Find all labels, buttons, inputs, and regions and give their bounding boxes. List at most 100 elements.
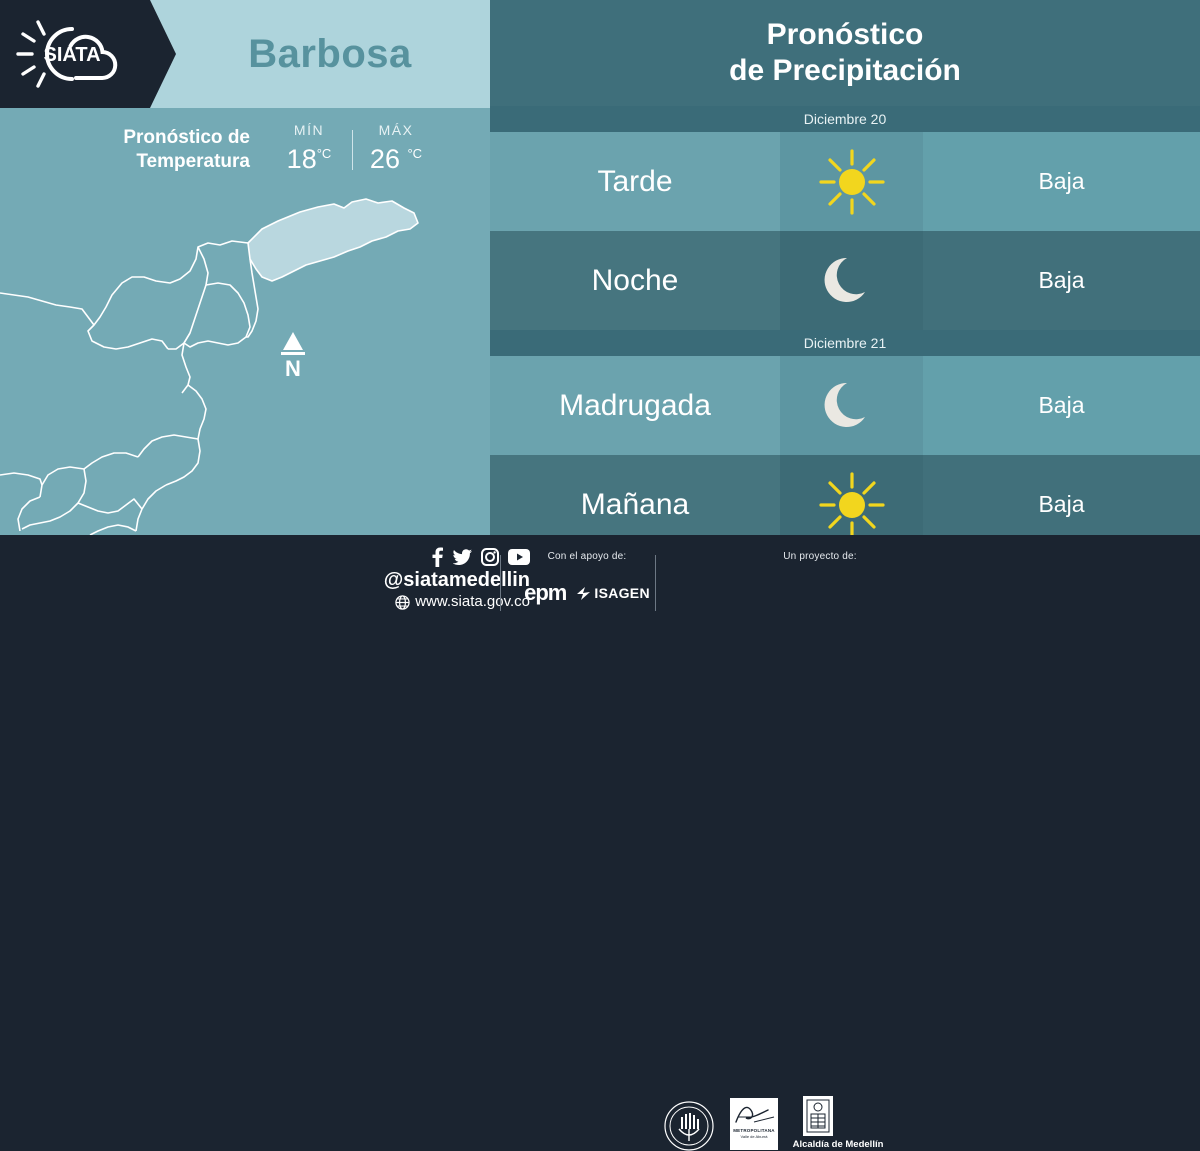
period-label: Mañana — [580, 487, 690, 521]
period-label: Tarde — [597, 164, 673, 198]
aburra-valley-map — [0, 185, 490, 536]
weather-icon-cell — [780, 231, 923, 330]
precipitation-level-cell: Baja — [923, 231, 1200, 330]
map-region-6 — [187, 384, 207, 440]
period-cell: Noche — [490, 231, 780, 330]
instagram-icon[interactable] — [481, 548, 499, 566]
precipitation-title: Pronóstico de Precipitación — [490, 0, 1200, 106]
support-caption: Con el apoyo de: — [547, 551, 627, 562]
min-value-group: 18°C — [287, 139, 332, 174]
social-handle[interactable]: @siatamedellin — [383, 569, 530, 591]
map-region-5 — [181, 332, 191, 394]
period-label: Madrugada — [559, 388, 711, 422]
temperature-summary: Pronóstico de Temperatura MÍN 18°C MÁX 2… — [60, 122, 480, 184]
map-region-12 — [21, 468, 87, 530]
map-region-15 — [0, 292, 95, 326]
compass-north-icon: N — [281, 332, 305, 380]
weather-icon-cell — [780, 356, 923, 455]
logo-arrow-shape — [150, 0, 176, 108]
precipitation-panel: Pronóstico de Precipitación Diciembre 20… — [490, 0, 1200, 554]
temperature-title-line1: Pronóstico de — [123, 127, 250, 148]
period-label: Noche — [591, 263, 679, 297]
precipitation-level: Baja — [1038, 168, 1085, 194]
map-region-7 — [137, 434, 199, 458]
project-caption: Un proyecto de: — [783, 551, 857, 562]
temperature-title-line2: Temperatura — [136, 151, 250, 172]
map-region-10 — [39, 466, 85, 498]
map-region-14 — [77, 498, 143, 514]
temperature-title: Pronóstico de Temperatura — [60, 122, 250, 174]
footer-divider-2 — [655, 555, 656, 611]
precipitation-title-line1: Pronóstico — [766, 18, 924, 51]
alcaldia-crest-icon — [803, 1096, 833, 1136]
temperature-panel: SIATA Barbosa Pronóstico de Temperatura … — [0, 0, 490, 536]
support-block: Con el apoyo de: epm ISAGEN — [512, 551, 662, 606]
map-region-4 — [246, 258, 259, 338]
precipitation-level: Baja — [1038, 491, 1085, 517]
moon-icon — [824, 382, 865, 427]
website-row[interactable]: www.siata.gov.co — [330, 592, 530, 612]
map-svg — [0, 198, 419, 536]
isagen-logo: ISAGEN — [576, 585, 650, 601]
social-block: @siatamedellin www.siata.gov.co — [330, 547, 530, 612]
area-metropolitana-logo: METROPOLITANA Valle de Aburrá — [730, 1098, 778, 1150]
map-region-2 — [168, 246, 209, 350]
map-region-17 — [89, 524, 137, 536]
period-cell: Madrugada — [490, 356, 780, 455]
min-label: MÍN — [293, 122, 325, 138]
compass-label: N — [285, 356, 301, 380]
precipitation-level: Baja — [1038, 267, 1085, 293]
map-region-16 — [0, 472, 43, 486]
footer-divider-1 — [500, 555, 501, 611]
period-cell: Tarde — [490, 132, 780, 231]
map-region-13 — [135, 484, 167, 532]
precipitation-level-cell: Baja — [923, 356, 1200, 455]
forecast-row[interactable]: Madrugada Baja — [490, 356, 1200, 455]
facebook-icon[interactable] — [431, 547, 444, 567]
precipitation-level-cell: Baja — [923, 132, 1200, 231]
amva-line2: Valle de Aburrá — [740, 1134, 768, 1139]
map-region-9 — [83, 452, 139, 470]
city-title: Barbosa — [248, 31, 412, 76]
forecast-row[interactable]: Noche Baja — [490, 231, 1200, 330]
isagen-mark-icon — [577, 586, 591, 600]
sun-icon — [818, 471, 885, 538]
university-seal-icon — [664, 1101, 714, 1151]
area-signature-icon — [735, 1106, 775, 1123]
alcaldia-label: Alcaldía de Medellín — [792, 1139, 884, 1150]
min-value: 18 — [286, 144, 317, 174]
footer: @siatamedellin www.siata.gov.co Con el a… — [0, 535, 1200, 1151]
isagen-text: ISAGEN — [594, 585, 650, 601]
moon-icon — [824, 257, 865, 302]
weather-icon-cell — [780, 132, 923, 231]
support-logos: epm ISAGEN — [512, 580, 662, 606]
website-text: www.siata.gov.co — [415, 593, 530, 610]
youtube-icon[interactable] — [508, 549, 530, 565]
map-region-barbosa — [247, 198, 419, 282]
epm-logo: epm — [524, 580, 567, 605]
forecast-table: Diciembre 20 Tarde — [490, 106, 1200, 554]
amva-line1: METROPOLITANA — [733, 1128, 775, 1133]
date-header-day1: Diciembre 20 — [490, 106, 1200, 132]
social-icons — [330, 547, 530, 567]
date-header-day2: Diciembre 21 — [490, 330, 1200, 356]
twitter-icon[interactable] — [453, 547, 472, 567]
temperature-divider — [352, 130, 353, 170]
precipitation-title-line2: de Precipitación — [729, 54, 961, 87]
max-value: 26 — [369, 144, 400, 174]
siata-logo-icon: SIATA — [16, 20, 118, 88]
forecast-row[interactable]: Tarde — [490, 132, 1200, 231]
map-region-8 — [165, 438, 201, 486]
max-unit: °C — [407, 146, 423, 161]
temperature-max: MÁX 26 °C — [357, 122, 435, 174]
left-header: SIATA Barbosa — [0, 0, 490, 108]
min-unit: °C — [316, 146, 332, 161]
globe-icon — [395, 594, 410, 610]
map-region-3 — [183, 282, 251, 348]
precipitation-level: Baja — [1038, 392, 1085, 418]
temperature-values: MÍN 18°C MÁX 26 °C — [270, 122, 435, 174]
temperature-min: MÍN 18°C — [270, 122, 348, 174]
project-block: Un proyecto de: — [700, 551, 940, 562]
map-region-11 — [17, 496, 41, 532]
